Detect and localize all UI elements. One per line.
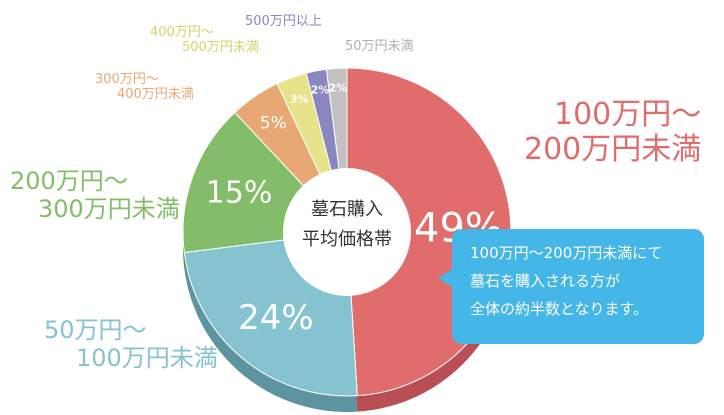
slice-value-label: 2% [329, 81, 348, 94]
callout-box: 100万円〜200万円未満にて 墓石を購入される方が 全体の約半数となります。 [452, 229, 704, 344]
legend-label-500-plus: 500万円以上 [245, 14, 322, 30]
legend-label-under-50: 50万円未満 [345, 39, 414, 55]
center-title-line-1: 墓石購入 [311, 199, 383, 220]
slice-value-label: 5% [260, 113, 287, 133]
legend-label-line: 400万円未満 [117, 86, 194, 102]
slice-value-label: 15% [206, 176, 273, 211]
center-title: 墓石購入 平均価格帯 [285, 195, 409, 255]
callout-tail [438, 268, 454, 288]
legend-label-50-100: 50万円〜 100万円未満 [36, 316, 218, 372]
legend-label-200-300: 200万円〜 300万円未満 [10, 167, 180, 223]
legend-label-line: 400万円〜 [150, 25, 214, 40]
callout-line: 100万円〜200万円未満にて [470, 244, 663, 262]
legend-label-line: 50万円〜 [44, 316, 147, 344]
slice-value-label: 3% [290, 93, 309, 106]
center-title-line-2: 平均価格帯 [302, 229, 392, 250]
legend-label-line: 100万円未満 [76, 343, 218, 372]
callout-line: 全体の約半数となります。 [470, 300, 649, 318]
legend-label-line: 50万円未満 [345, 39, 414, 54]
slice-value-label: 24% [238, 298, 314, 338]
legend-label-line: 300万円未満 [38, 194, 180, 223]
callout-line: 墓石を購入される方が [470, 272, 621, 290]
legend-label-300-400: 300万円〜 400万円未満 [95, 72, 194, 103]
legend-label-line: 500万円以上 [245, 14, 322, 29]
legend-label-line: 300万円〜 [95, 72, 159, 87]
legend-label-400-500: 400万円〜 500万円未満 [150, 25, 259, 56]
legend-label-line: 500万円未満 [182, 39, 259, 55]
legend-label-line: 200万円〜 [10, 167, 128, 195]
center-hole [283, 168, 411, 296]
legend-label-line: 100万円〜 [554, 97, 702, 132]
legend-label-line: 200万円未満 [524, 131, 702, 167]
slice-value-label: 2% [311, 84, 330, 97]
legend-label-100-200: 100万円〜 200万円未満 [488, 97, 702, 167]
